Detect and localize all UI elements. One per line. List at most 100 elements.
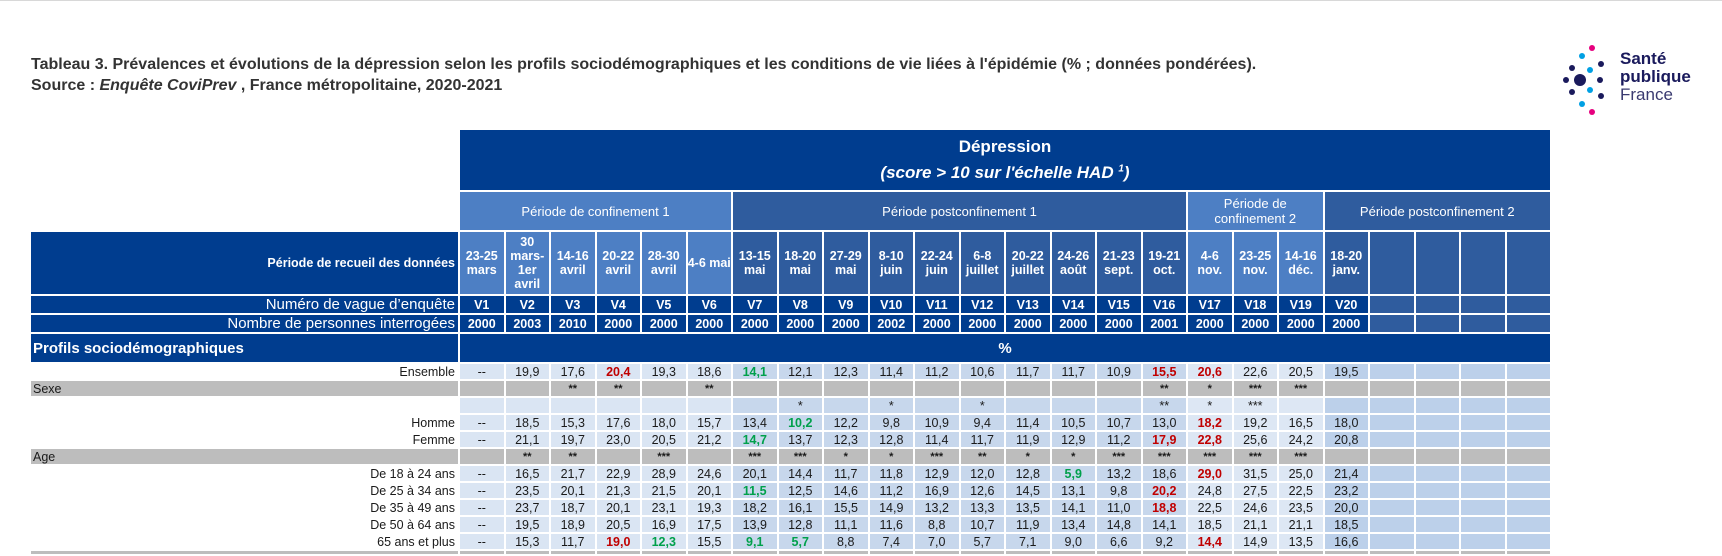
title-line-1: Tableau 3. Prévalences et évolutions de … xyxy=(31,56,1257,73)
value-cell: 9,1 xyxy=(733,534,777,549)
wave-cell: V18 xyxy=(1233,296,1277,313)
value-cell: 11,4 xyxy=(1006,415,1050,430)
bottom-border xyxy=(1006,551,1050,554)
value-cell: 18,5 xyxy=(1324,517,1368,532)
value-cell xyxy=(1506,483,1550,498)
significance-cell xyxy=(505,398,549,413)
row-label-a18: De 18 à 24 ans xyxy=(31,466,458,481)
value-cell: 12,8 xyxy=(778,517,822,532)
period-postconfinement-2: Période postconfinement 2 xyxy=(1324,192,1550,230)
bottom-border xyxy=(1097,551,1141,554)
significance-cell: *** xyxy=(1233,381,1277,396)
group-label-age: Age xyxy=(31,449,458,464)
date-cell: 21-23 sept. xyxy=(1097,232,1141,294)
value-cell: 14,1 xyxy=(1051,500,1095,515)
significance-cell: ** xyxy=(687,381,731,396)
count-cell: 2000 xyxy=(915,315,959,332)
value-cell: 20,8 xyxy=(1324,432,1368,447)
value-cell: 20,4 xyxy=(596,364,640,379)
value-cell: 5,7 xyxy=(778,534,822,549)
count-cell xyxy=(1461,315,1505,332)
value-cell: 13,4 xyxy=(1051,517,1095,532)
value-cell xyxy=(1415,483,1459,498)
count-cell: 2002 xyxy=(869,315,913,332)
value-cell: 18,2 xyxy=(1188,415,1232,430)
significance-cell: * xyxy=(1051,449,1095,464)
value-cell: 14,1 xyxy=(733,364,777,379)
significance-cell xyxy=(869,381,913,396)
value-cell: 14,9 xyxy=(1233,534,1277,549)
bottom-border xyxy=(551,551,595,554)
count-cell: 2001 xyxy=(1142,315,1186,332)
value-cell xyxy=(1415,534,1459,549)
wave-cell: V17 xyxy=(1188,296,1232,313)
row-label-waves: Numéro de vague d’enquête xyxy=(31,296,458,313)
bottom-border xyxy=(1324,551,1368,554)
wave-cell: V7 xyxy=(733,296,777,313)
count-cell: 2000 xyxy=(596,315,640,332)
row-label-persons: Nombre de personnes interrogées xyxy=(31,315,458,332)
date-cell: 18-20 mai xyxy=(778,232,822,294)
row-spacer xyxy=(31,398,458,413)
significance-cell xyxy=(596,398,640,413)
significance-cell: ** xyxy=(960,449,1004,464)
wave-cell: V11 xyxy=(915,296,959,313)
bottom-border xyxy=(824,551,868,554)
count-cell: 2000 xyxy=(687,315,731,332)
significance-cell xyxy=(824,381,868,396)
value-cell: 18,6 xyxy=(687,364,731,379)
wave-cell: V9 xyxy=(824,296,868,313)
value-cell: 20,1 xyxy=(551,483,595,498)
value-cell: 18,0 xyxy=(642,415,686,430)
bottom-border xyxy=(1233,551,1277,554)
value-cell xyxy=(1461,364,1505,379)
value-cell: 25,0 xyxy=(1279,466,1323,481)
significance-cell: ** xyxy=(551,449,595,464)
significance-cell xyxy=(1324,398,1368,413)
value-cell: 7,1 xyxy=(1006,534,1050,549)
value-cell: 19,7 xyxy=(551,432,595,447)
value-cell: 12,8 xyxy=(869,432,913,447)
value-cell xyxy=(1370,517,1414,532)
significance-cell xyxy=(460,449,504,464)
value-cell xyxy=(1370,364,1414,379)
significance-cell xyxy=(505,381,549,396)
value-cell: 20,5 xyxy=(642,432,686,447)
significance-cell xyxy=(1097,381,1141,396)
value-cell: 23,2 xyxy=(1324,483,1368,498)
value-cell: 10,7 xyxy=(960,517,1004,532)
value-cell: 20,5 xyxy=(596,517,640,532)
significance-cell: *** xyxy=(642,449,686,464)
value-cell: 24,6 xyxy=(687,466,731,481)
value-cell: 11,2 xyxy=(915,364,959,379)
wave-cell: V12 xyxy=(960,296,1004,313)
significance-cell xyxy=(1461,398,1505,413)
value-cell: 21,3 xyxy=(596,483,640,498)
value-cell: 18,8 xyxy=(1142,500,1186,515)
significance-cell: * xyxy=(1006,449,1050,464)
date-cell: 22-24 juin xyxy=(915,232,959,294)
significance-cell xyxy=(642,398,686,413)
value-cell: 18,5 xyxy=(1188,517,1232,532)
value-cell: 20,1 xyxy=(687,483,731,498)
value-cell: 13,4 xyxy=(733,415,777,430)
date-cell: 23-25 mars xyxy=(460,232,504,294)
table-title: Tableau 3. Prévalences et évolutions de … xyxy=(31,54,1256,96)
significance-cell: *** xyxy=(915,449,959,464)
value-cell: 5,9 xyxy=(1051,466,1095,481)
significance-cell xyxy=(1415,381,1459,396)
row-label-a65: 65 ans et plus xyxy=(31,534,458,549)
date-cell: 6-8 juillet xyxy=(960,232,1004,294)
value-cell: 5,7 xyxy=(960,534,1004,549)
value-cell xyxy=(1370,500,1414,515)
value-cell: 15,3 xyxy=(551,415,595,430)
count-cell: 2010 xyxy=(551,315,595,332)
wave-cell: V15 xyxy=(1097,296,1141,313)
significance-cell xyxy=(1279,398,1323,413)
value-cell: 16,9 xyxy=(915,483,959,498)
value-cell: 15,3 xyxy=(505,534,549,549)
count-cell: 2000 xyxy=(1233,315,1277,332)
significance-cell: * xyxy=(1188,381,1232,396)
value-cell: 14,4 xyxy=(1188,534,1232,549)
value-cell: 14,6 xyxy=(824,483,868,498)
